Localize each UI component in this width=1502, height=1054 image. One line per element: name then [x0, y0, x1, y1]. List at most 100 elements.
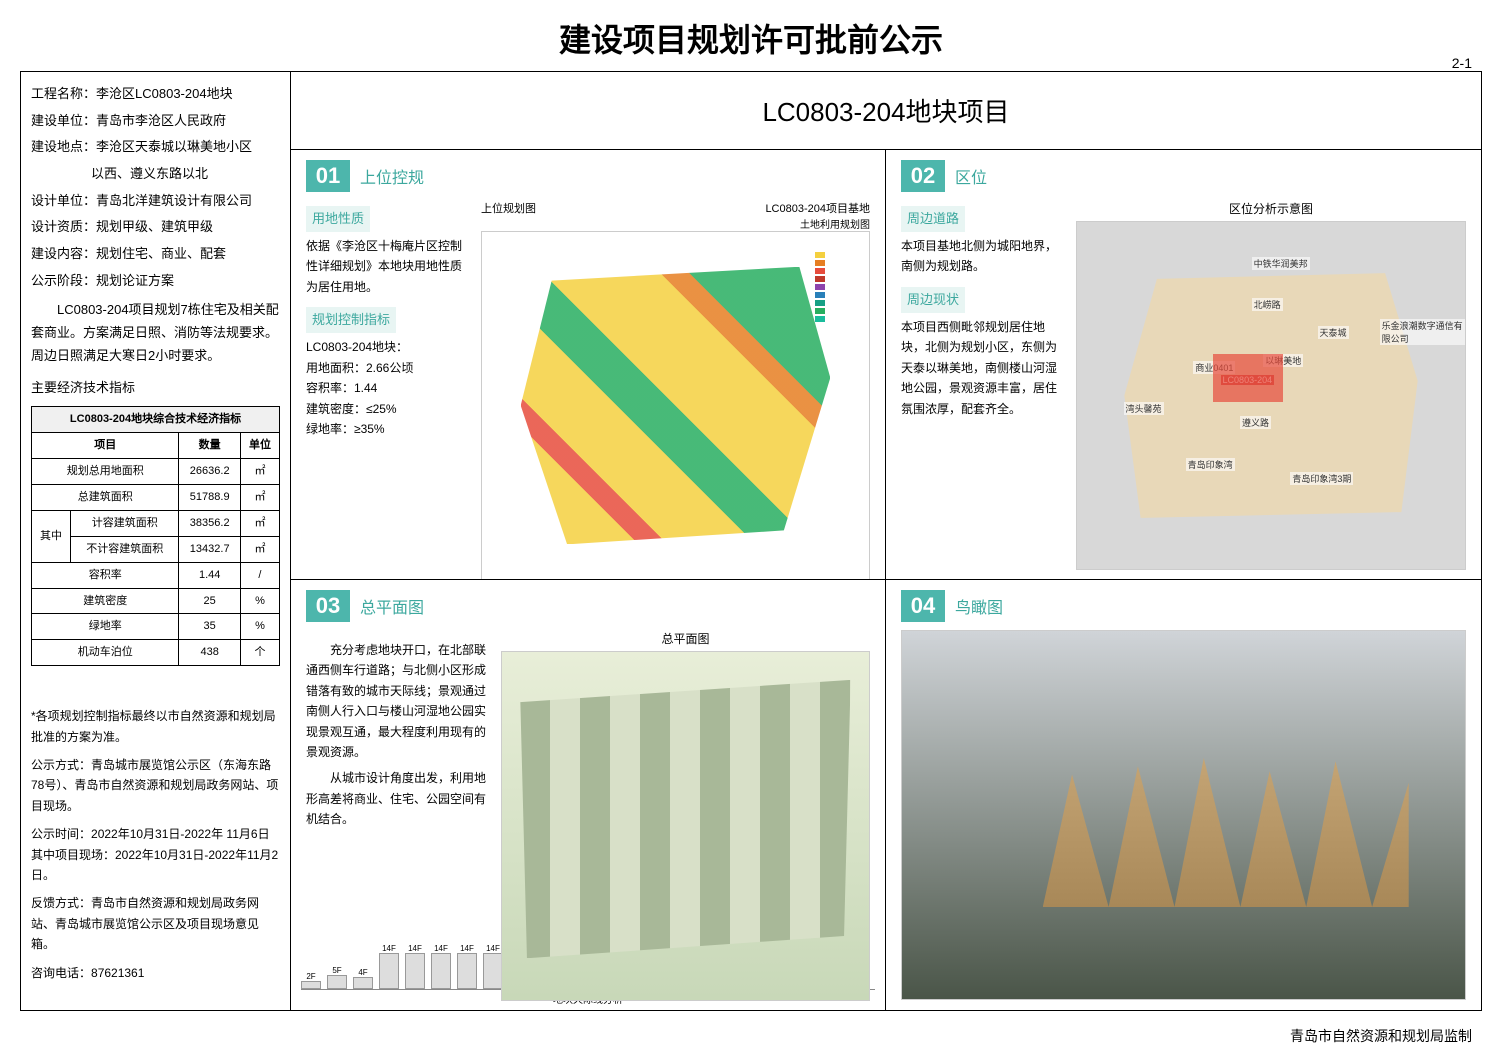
- panel-name: 总平面图: [360, 594, 424, 618]
- info-sidebar: 工程名称：李沧区LC0803-204地块 建设单位：青岛市李沧区人民政府 建设地…: [21, 72, 291, 1010]
- map-label: LC0803-204: [1221, 375, 1275, 385]
- value: 李沧区天泰城以琳美地小区: [96, 139, 252, 154]
- disclaimer: *各项规划控制指标最终以市自然资源和规划局批准的方案为准。: [31, 706, 280, 747]
- map-label: 青岛印象湾3期: [1290, 472, 1353, 485]
- panel-image: 上位规划图 LC0803-204项目基地 土地利用规划图: [481, 200, 870, 569]
- table-row: 总建筑面积51788.9㎡: [32, 485, 280, 511]
- indicators-heading: 主要经济技术指标: [31, 376, 280, 401]
- value: 规划住宅、商业、配套: [96, 246, 226, 261]
- img-caption: LC0803-204项目基地: [765, 200, 870, 216]
- skyline-bar: 14F: [457, 953, 477, 989]
- text: 充分考虑地块开口，在北部联通西侧车行道路；与北侧小区形成错落有致的城市天际线；景…: [306, 640, 491, 762]
- label: 工程名称：: [31, 86, 96, 101]
- panel-02: 02 区位 周边道路 本项目基地北侧为城阳地界，南侧为规划路。 周边现状 本项目…: [886, 150, 1481, 580]
- table-row: 其中计容建筑面积38356.2㎡: [32, 510, 280, 536]
- label: 建设单位：: [31, 113, 96, 128]
- birdseye-render: [901, 630, 1466, 1000]
- label: 建设内容：: [31, 246, 96, 261]
- panel-name: 上位控规: [360, 164, 424, 188]
- value: 规划甲级、建筑甲级: [96, 219, 213, 234]
- panel-image: [901, 630, 1466, 1000]
- content-area: LC0803-204地块项目 01 上位控规 用地性质 依据《李沧区十梅庵片区控…: [291, 72, 1481, 1010]
- table-row: 建筑密度25%: [32, 588, 280, 614]
- skyline-bar: 14F: [379, 953, 399, 989]
- map-label: 中铁华润美邦: [1252, 257, 1310, 270]
- label: 反馈方式：: [31, 896, 91, 910]
- panel-03: 03 总平面图 充分考虑地块开口，在北部联通西侧车行道路；与北侧小区形成错落有致…: [291, 580, 886, 1010]
- skyline-bar: 5F: [327, 975, 347, 989]
- label: 设计资质：: [31, 219, 96, 234]
- landuse-map: [481, 231, 870, 580]
- table-row: 容积率1.44/: [32, 562, 280, 588]
- map-legend: [815, 252, 865, 559]
- table-row: 规划总用地面积26636.2㎡: [32, 459, 280, 485]
- panel-01: 01 上位控规 用地性质 依据《李沧区十梅庵片区控制性详细规划》本地块用地性质为…: [291, 150, 886, 580]
- panel-number: 01: [306, 160, 350, 192]
- value: 87621361: [91, 966, 144, 980]
- label: 咨询电话：: [31, 966, 91, 980]
- img-sublabel: 土地利用规划图: [481, 216, 870, 231]
- sub-heading: 周边现状: [901, 287, 965, 313]
- map-label: 天泰城: [1318, 326, 1349, 339]
- text: LC0803-204地块： 用地面积：2.66公顷 容积率：1.44 建筑密度：…: [306, 337, 471, 439]
- map-label: 遵义路: [1240, 416, 1271, 429]
- skyline-bar: 2F: [301, 981, 321, 989]
- skyline-bar: 14F: [483, 953, 503, 989]
- value: 青岛北洋建筑设计有限公司: [96, 193, 252, 208]
- col-header: 项目: [32, 433, 179, 459]
- quad-grid: 01 上位控规 用地性质 依据《李沧区十梅庵片区控制性详细规划》本地块用地性质为…: [291, 149, 1481, 1010]
- skyline-bar: 14F: [405, 953, 425, 989]
- skyline-bar: 4F: [353, 977, 373, 989]
- indicator-table: LC0803-204地块综合技术经济指标 项目 数量 单位 规划总用地面积266…: [31, 406, 280, 666]
- sub-heading: 用地性质: [306, 206, 370, 232]
- value: 以西、遵义东路以北: [91, 166, 208, 181]
- map-label: 北崂路: [1252, 298, 1283, 311]
- site-plan-map: [501, 651, 870, 1001]
- label: 公示阶段：: [31, 273, 96, 288]
- map-label: 商业0401: [1193, 361, 1235, 374]
- value: 青岛市李沧区人民政府: [96, 113, 226, 128]
- panel-04: 04 鸟瞰图: [886, 580, 1481, 1010]
- col-header: 单位: [240, 433, 279, 459]
- project-title: LC0803-204地块项目: [291, 72, 1481, 149]
- panel-text: 充分考虑地块开口，在北部联通西侧车行道路；与北侧小区形成错落有致的城市天际线；景…: [306, 630, 491, 1000]
- label: 公示时间：: [31, 827, 91, 841]
- label: 建设地点：: [31, 139, 96, 154]
- panel-image: 区位分析示意图 中铁华润美邦 天泰城 以琳美地 湾头馨苑 青岛印象湾 青岛印象湾…: [1076, 200, 1466, 569]
- location-map: 中铁华润美邦 天泰城 以琳美地 湾头馨苑 青岛印象湾 青岛印象湾3期 乐金浪潮数…: [1076, 221, 1466, 570]
- text: 本项目基地北侧为城阳地界，南侧为规划路。: [901, 236, 1066, 277]
- project-description: LC0803-204项目规划7栋住宅及相关配套商业。方案满足日照、消防等法规要求…: [31, 298, 280, 368]
- text: 依据《李沧区十梅庵片区控制性详细规划》本地块用地性质为居住用地。: [306, 236, 471, 297]
- value: 规划论证方案: [96, 273, 174, 288]
- map-label: 湾头馨苑: [1124, 402, 1164, 415]
- col-header: 数量: [179, 433, 240, 459]
- panel-number: 03: [306, 590, 350, 622]
- label: 公示方式：: [31, 758, 91, 772]
- text: 从城市设计角度出发，利用地形高差将商业、住宅、公园空间有机结合。: [306, 768, 491, 829]
- value: 李沧区LC0803-204地块: [96, 86, 233, 101]
- panel-image: 总平面图: [501, 630, 870, 1000]
- img-caption: 上位规划图: [481, 200, 536, 216]
- notes-block: *各项规划控制指标最终以市自然资源和规划局批准的方案为准。 公示方式：青岛城市展…: [31, 706, 280, 983]
- text: 本项目西侧毗邻规划居住地块，北侧为规划小区，东侧为天泰以琳美地，南侧楼山河湿地公…: [901, 317, 1066, 419]
- img-caption: 区位分析示意图: [1076, 200, 1466, 217]
- panel-text: 周边道路 本项目基地北侧为城阳地界，南侧为规划路。 周边现状 本项目西侧毗邻规划…: [901, 200, 1066, 569]
- table-row: 绿地率35%: [32, 614, 280, 640]
- page-number: 2-1: [1452, 55, 1472, 71]
- panel-text: 用地性质 依据《李沧区十梅庵片区控制性详细规划》本地块用地性质为居住用地。 规划…: [306, 200, 471, 569]
- skyline-bar: 14F: [431, 953, 451, 989]
- panel-name: 鸟瞰图: [955, 594, 1003, 618]
- sub-heading: 周边道路: [901, 206, 965, 232]
- panel-number: 04: [901, 590, 945, 622]
- panel-name: 区位: [955, 164, 987, 188]
- table-caption: LC0803-204地块综合技术经济指标: [32, 407, 280, 433]
- label: 设计单位：: [31, 193, 96, 208]
- main-frame: 工程名称：李沧区LC0803-204地块 建设单位：青岛市李沧区人民政府 建设地…: [20, 71, 1482, 1011]
- page-title: 建设项目规划许可批前公示: [0, 0, 1502, 71]
- map-label: 以琳美地: [1263, 354, 1303, 367]
- table-row: 机动车泊位438个: [32, 640, 280, 666]
- img-caption: 总平面图: [501, 630, 870, 647]
- map-label: 青岛印象湾: [1186, 458, 1235, 471]
- panel-number: 02: [901, 160, 945, 192]
- footer-credit: 青岛市自然资源和规划局监制: [1290, 1026, 1472, 1046]
